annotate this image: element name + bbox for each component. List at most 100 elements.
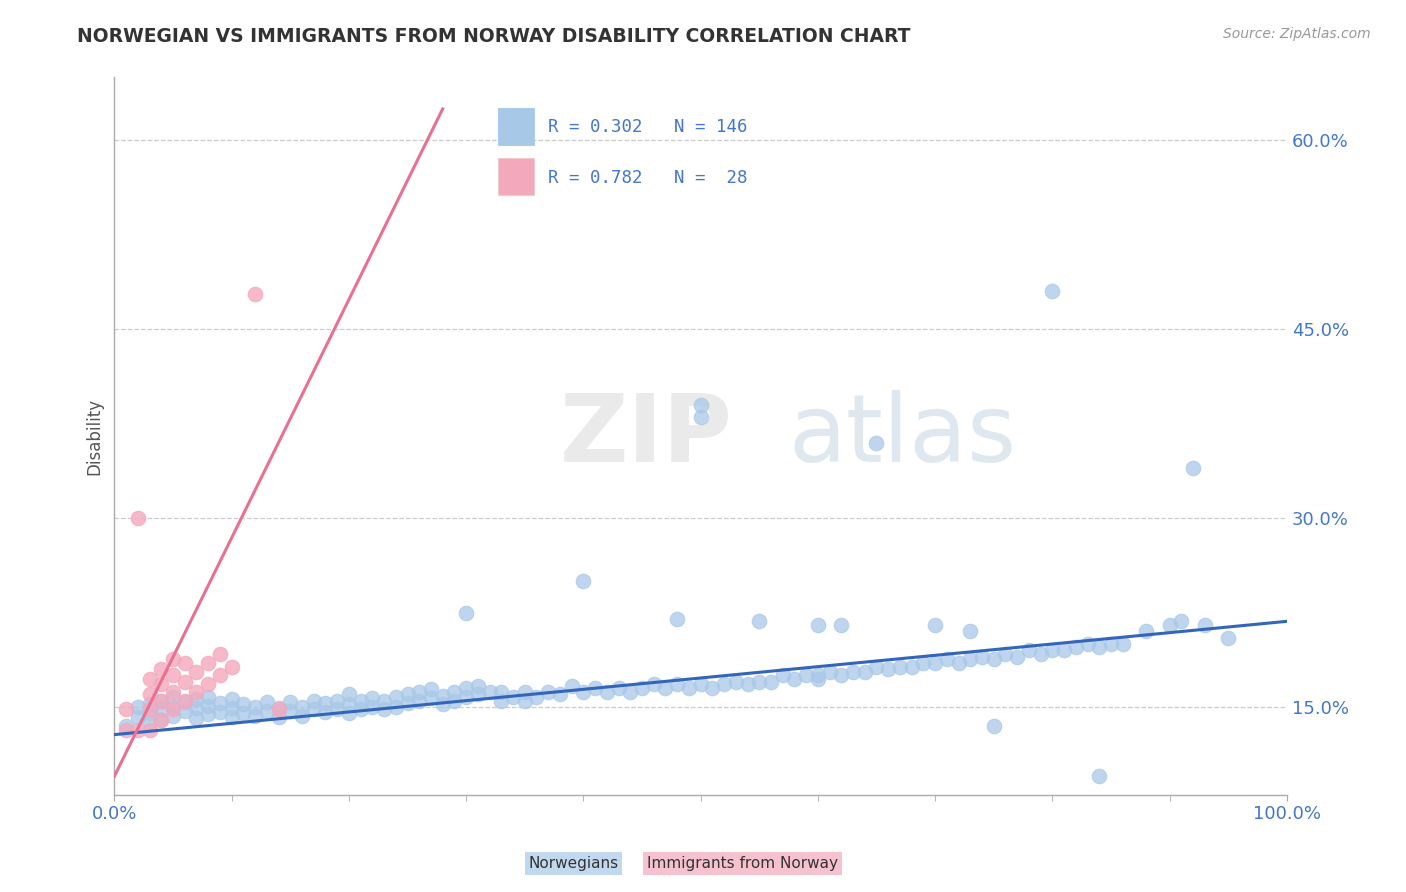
Point xyxy=(631,681,654,695)
Point xyxy=(443,685,465,699)
Point xyxy=(807,668,830,682)
Point xyxy=(173,693,195,707)
Point xyxy=(561,679,583,693)
Point xyxy=(478,685,501,699)
Point xyxy=(467,687,489,701)
Point xyxy=(1218,631,1240,645)
Point xyxy=(361,691,384,706)
Point xyxy=(1053,643,1076,657)
Point xyxy=(150,713,173,727)
Point xyxy=(502,690,524,704)
Point xyxy=(877,662,900,676)
Point xyxy=(1040,643,1063,657)
Point xyxy=(1005,649,1028,664)
Point xyxy=(420,691,443,706)
Point xyxy=(689,677,711,691)
Point xyxy=(173,695,195,709)
Point xyxy=(197,698,219,713)
Point xyxy=(162,652,184,666)
Point xyxy=(643,677,665,691)
Point xyxy=(783,672,806,686)
Text: Immigrants from Norway: Immigrants from Norway xyxy=(647,856,838,871)
Point xyxy=(326,693,349,707)
Point xyxy=(208,696,231,710)
Point xyxy=(818,665,841,679)
Point xyxy=(1159,618,1181,632)
Point xyxy=(900,659,922,673)
Point xyxy=(432,689,454,703)
Point xyxy=(162,668,184,682)
Point xyxy=(408,693,430,707)
Point xyxy=(291,708,314,723)
Point xyxy=(889,659,911,673)
Point xyxy=(150,677,173,691)
Point xyxy=(491,685,513,699)
Point xyxy=(994,647,1017,661)
Point xyxy=(724,674,747,689)
Point xyxy=(138,702,160,716)
Point xyxy=(830,668,852,682)
Point xyxy=(654,681,676,695)
Point xyxy=(924,656,946,670)
Point xyxy=(807,618,830,632)
Point xyxy=(548,687,571,701)
Point xyxy=(970,649,993,664)
Point xyxy=(221,710,243,724)
Point xyxy=(948,656,970,670)
Point xyxy=(138,714,160,729)
Point xyxy=(186,711,208,725)
Point xyxy=(173,704,195,718)
Point xyxy=(162,700,184,714)
Point xyxy=(349,693,371,707)
Point xyxy=(385,690,408,704)
Text: atlas: atlas xyxy=(789,391,1017,483)
Text: Source: ZipAtlas.com: Source: ZipAtlas.com xyxy=(1223,27,1371,41)
Point xyxy=(748,615,770,629)
Point xyxy=(443,693,465,707)
Point xyxy=(243,287,266,301)
Point xyxy=(1099,637,1122,651)
Point xyxy=(1064,640,1087,654)
Point xyxy=(912,656,935,670)
Point xyxy=(748,674,770,689)
Point xyxy=(278,695,301,709)
Point xyxy=(162,690,184,704)
Point xyxy=(267,701,290,715)
Point xyxy=(1088,769,1111,783)
Text: NORWEGIAN VS IMMIGRANTS FROM NORWAY DISABILITY CORRELATION CHART: NORWEGIAN VS IMMIGRANTS FROM NORWAY DISA… xyxy=(77,27,911,45)
Point xyxy=(456,690,478,704)
Text: ZIP: ZIP xyxy=(560,391,733,483)
Point xyxy=(314,705,336,719)
Point xyxy=(572,574,595,588)
Point xyxy=(138,687,160,701)
Point xyxy=(959,624,981,639)
Point xyxy=(420,682,443,697)
Point xyxy=(197,707,219,722)
Point xyxy=(396,696,419,710)
Point xyxy=(138,672,160,686)
Point xyxy=(150,693,173,707)
Point xyxy=(186,701,208,715)
Point xyxy=(537,685,560,699)
Point xyxy=(853,665,876,679)
Point xyxy=(208,668,231,682)
Point xyxy=(772,668,794,682)
Point xyxy=(115,723,138,737)
Point xyxy=(173,674,195,689)
Point xyxy=(150,702,173,716)
Point xyxy=(467,679,489,693)
Point xyxy=(759,674,782,689)
Point xyxy=(232,706,254,721)
Point xyxy=(208,705,231,719)
Point xyxy=(162,702,184,716)
Point xyxy=(337,687,360,701)
Point xyxy=(935,652,957,666)
Point xyxy=(186,665,208,679)
Point xyxy=(607,681,630,695)
Point xyxy=(737,677,759,691)
Point xyxy=(666,677,689,691)
Point xyxy=(349,702,371,716)
Point xyxy=(983,719,1005,733)
Point xyxy=(702,681,724,695)
Point xyxy=(256,704,278,718)
